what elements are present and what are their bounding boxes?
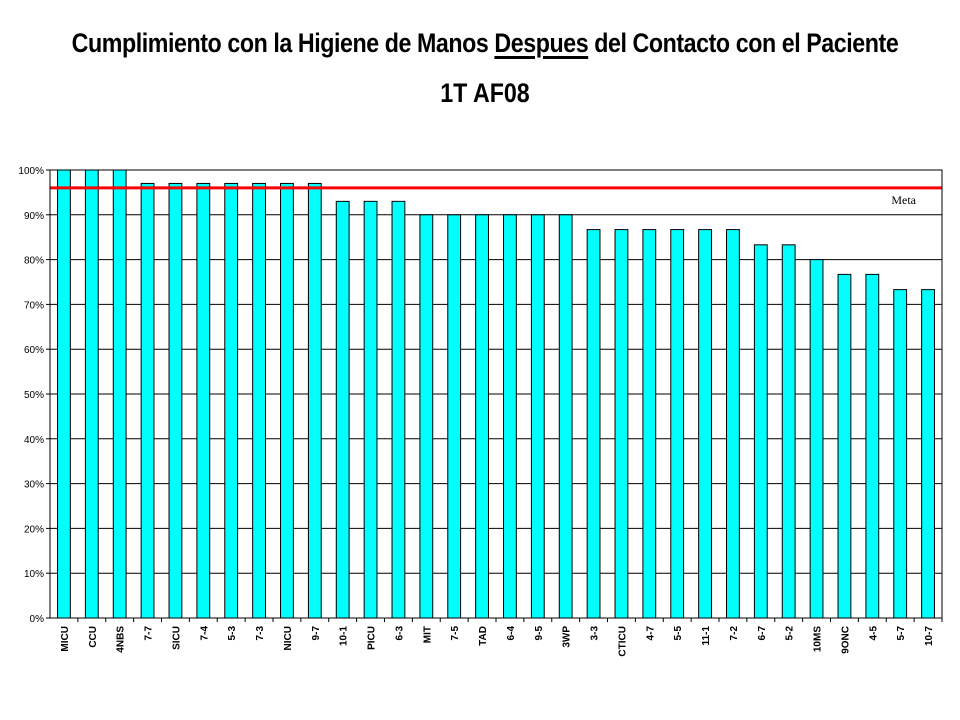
bar — [391, 200, 406, 619]
bar — [335, 200, 350, 619]
x-tick-label: 5-3 — [227, 626, 238, 641]
x-tick-label: MICU — [60, 626, 71, 652]
x-tick-label: 10-1 — [339, 626, 350, 646]
bar — [196, 182, 211, 619]
y-tick-label: 10% — [24, 569, 44, 580]
bar — [865, 273, 880, 619]
bar — [698, 229, 712, 619]
x-tick-label: 5-2 — [785, 626, 796, 641]
x-tick-label: 3-3 — [590, 626, 601, 641]
bar — [447, 214, 462, 619]
x-tick-label: 9-7 — [311, 626, 322, 641]
chart-title: Cumplimiento con la Higiene de Manos Des… — [71, 28, 899, 58]
x-tick-label: 5-7 — [896, 626, 907, 641]
y-tick-label: 100% — [18, 166, 44, 177]
bar — [475, 214, 489, 619]
plot-frame — [49, 169, 943, 619]
gridlines — [50, 169, 942, 619]
x-tick-label: 3WP — [562, 626, 573, 648]
bar — [224, 182, 239, 619]
bar — [168, 182, 183, 619]
x-tick-label: 6-7 — [757, 626, 768, 641]
bar — [84, 169, 99, 619]
chart-subtitle: 1T AF08 — [440, 78, 530, 108]
bar — [586, 229, 601, 619]
bar — [893, 289, 908, 619]
y-tick-label: 20% — [24, 524, 44, 535]
x-tick-label: TAD — [478, 626, 489, 646]
x-tick-label: 7-7 — [144, 626, 155, 641]
x-tick-label: PICU — [367, 626, 378, 650]
bar — [670, 229, 685, 619]
y-tick-label: 0% — [30, 614, 45, 625]
x-tick-label: 7-2 — [729, 626, 740, 641]
target-line-group: Meta — [50, 186, 942, 207]
bar — [140, 182, 155, 619]
x-tick-label: CCU — [88, 626, 99, 648]
bar — [726, 229, 740, 619]
bar — [558, 214, 573, 619]
bar — [112, 169, 127, 619]
y-axis-ticks: 0% 10% 20% 30% 40% 50% 60% 70% 80% 90% 100% — [18, 166, 50, 625]
y-tick-label: 30% — [24, 480, 44, 491]
y-tick-label: 90% — [24, 211, 44, 222]
x-tick-label: CTICU — [617, 626, 628, 657]
x-tick-label: 11-1 — [701, 626, 712, 646]
y-tick-label: 60% — [24, 345, 44, 356]
bar — [753, 244, 768, 619]
bar — [642, 229, 657, 619]
x-tick-label: 6-3 — [394, 626, 405, 641]
bar — [57, 169, 71, 619]
x-tick-label: 7-5 — [450, 626, 461, 641]
x-tick-label: 4-5 — [868, 626, 879, 641]
target-line-label: Meta — [891, 193, 916, 207]
x-tick-label: 9-5 — [534, 626, 545, 641]
x-tick-label: 6-4 — [506, 626, 517, 641]
y-tick-label: 70% — [24, 300, 44, 311]
x-tick-label: 10-7 — [924, 626, 935, 646]
x-tick-label: 9ONC — [840, 626, 851, 654]
bar — [837, 273, 852, 619]
bar — [307, 182, 322, 619]
x-tick-label: 7-3 — [255, 626, 266, 641]
bars — [57, 169, 935, 619]
x-tick-label: 10MS — [813, 626, 824, 652]
x-tick-label: SICU — [171, 626, 182, 650]
x-tick-label: MIT — [422, 626, 433, 643]
y-tick-label: 80% — [24, 256, 44, 267]
bar — [503, 214, 517, 619]
bar — [363, 200, 378, 619]
bar — [530, 214, 545, 619]
bar — [280, 182, 294, 619]
x-tick-label: 4NBS — [116, 626, 127, 653]
bar — [809, 259, 824, 619]
x-tick-label: 4-7 — [645, 626, 656, 641]
bar — [614, 229, 629, 619]
y-tick-label: 40% — [24, 435, 44, 446]
x-tick-label: 5-5 — [673, 626, 684, 641]
bar — [252, 182, 266, 619]
x-tick-label: 7-4 — [199, 626, 210, 641]
y-tick-label: 50% — [24, 390, 44, 401]
bar — [781, 244, 796, 619]
x-axis-labels: MICU CCU 4NBS 7-7 SICU 7-4 5-3 7-3 NICU 9-7 10-1 PI… — [60, 618, 943, 657]
x-tick-label: NICU — [283, 626, 294, 650]
bar — [419, 214, 434, 619]
bar — [921, 289, 935, 619]
title-emphasis: Despues — [494, 28, 589, 58]
